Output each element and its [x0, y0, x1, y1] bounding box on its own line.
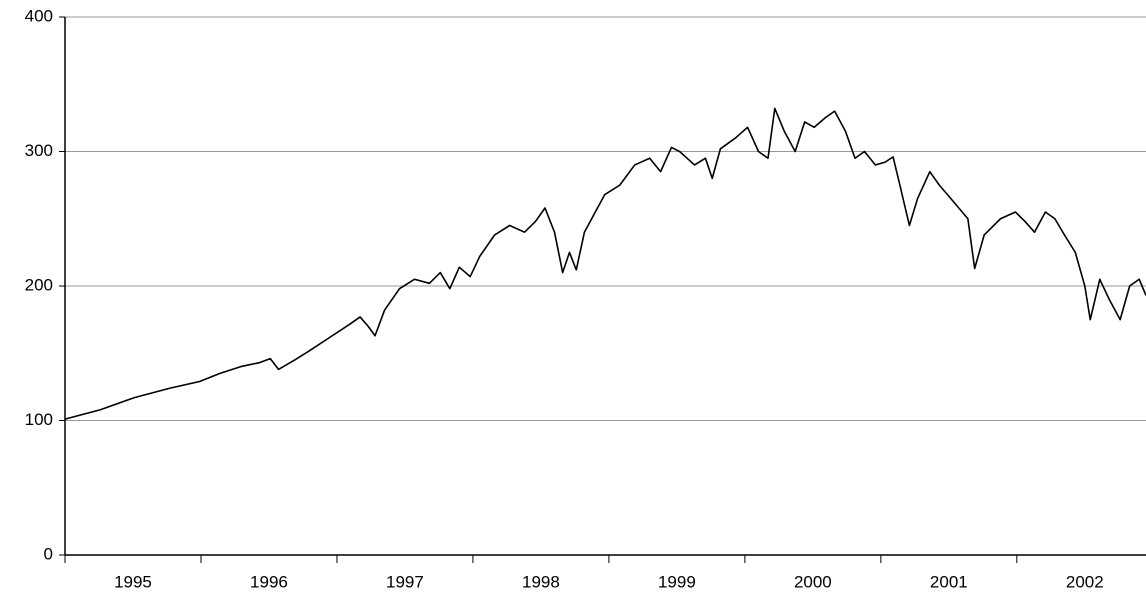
y-tick-label: 300 — [25, 141, 53, 160]
x-tick-label: 2001 — [930, 572, 968, 591]
x-tick-label: 1995 — [114, 572, 152, 591]
x-tick-label: 1998 — [522, 572, 560, 591]
y-tick-label: 0 — [44, 544, 53, 563]
y-tick-label: 100 — [25, 410, 53, 429]
line — [64, 107, 1146, 420]
y-tick-label: 400 — [25, 6, 53, 25]
x-tick-label: 1997 — [386, 572, 424, 591]
y-tick-label: 200 — [25, 275, 53, 294]
x-tick-label: 2000 — [794, 572, 832, 591]
x-tick-label: 1999 — [658, 572, 696, 591]
x-tick-label: 2002 — [1066, 572, 1104, 591]
x-tick-label: 1996 — [250, 572, 288, 591]
